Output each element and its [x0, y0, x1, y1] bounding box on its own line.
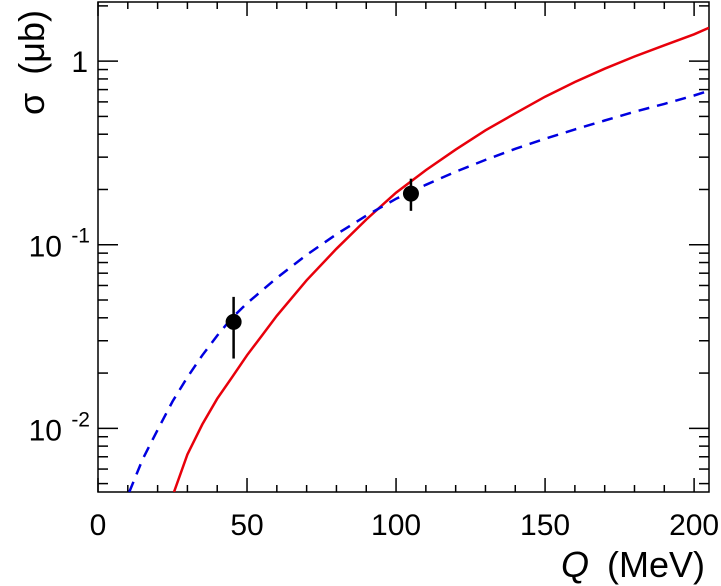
data-point	[225, 313, 242, 330]
y-tick-label: 10	[29, 231, 62, 264]
dashed-curve	[128, 89, 709, 492]
y-axis-label: σ (μb)	[11, 10, 52, 115]
solid-curve	[172, 26, 709, 492]
x-axis-variable: Q	[561, 544, 589, 585]
x-tick-label: 50	[230, 509, 263, 542]
y-axis-unit: (μb)	[11, 10, 52, 75]
tick-labels: 0 50 100 150 200 10 -2 10 -1 1	[29, 46, 720, 542]
x-tick-label: 100	[371, 509, 421, 542]
axis-ticks	[97, 2, 709, 492]
series-layer	[128, 26, 709, 492]
x-tick-label: 0	[90, 509, 107, 542]
y-axis-variable: σ	[11, 93, 52, 115]
x-axis-label: Q (MeV)	[561, 544, 705, 585]
plot-area	[97, 1, 710, 493]
y-tick-exponent: -2	[71, 408, 90, 431]
data-point	[402, 185, 419, 202]
y-tick-label: 10	[29, 414, 62, 447]
y-tick-label: 1	[71, 46, 88, 79]
x-tick-label: 150	[520, 509, 570, 542]
y-tick-exponent: -1	[71, 225, 90, 248]
x-axis-unit: (MeV)	[607, 544, 705, 585]
plot-frame	[97, 1, 710, 493]
x-tick-label: 200	[669, 509, 719, 542]
